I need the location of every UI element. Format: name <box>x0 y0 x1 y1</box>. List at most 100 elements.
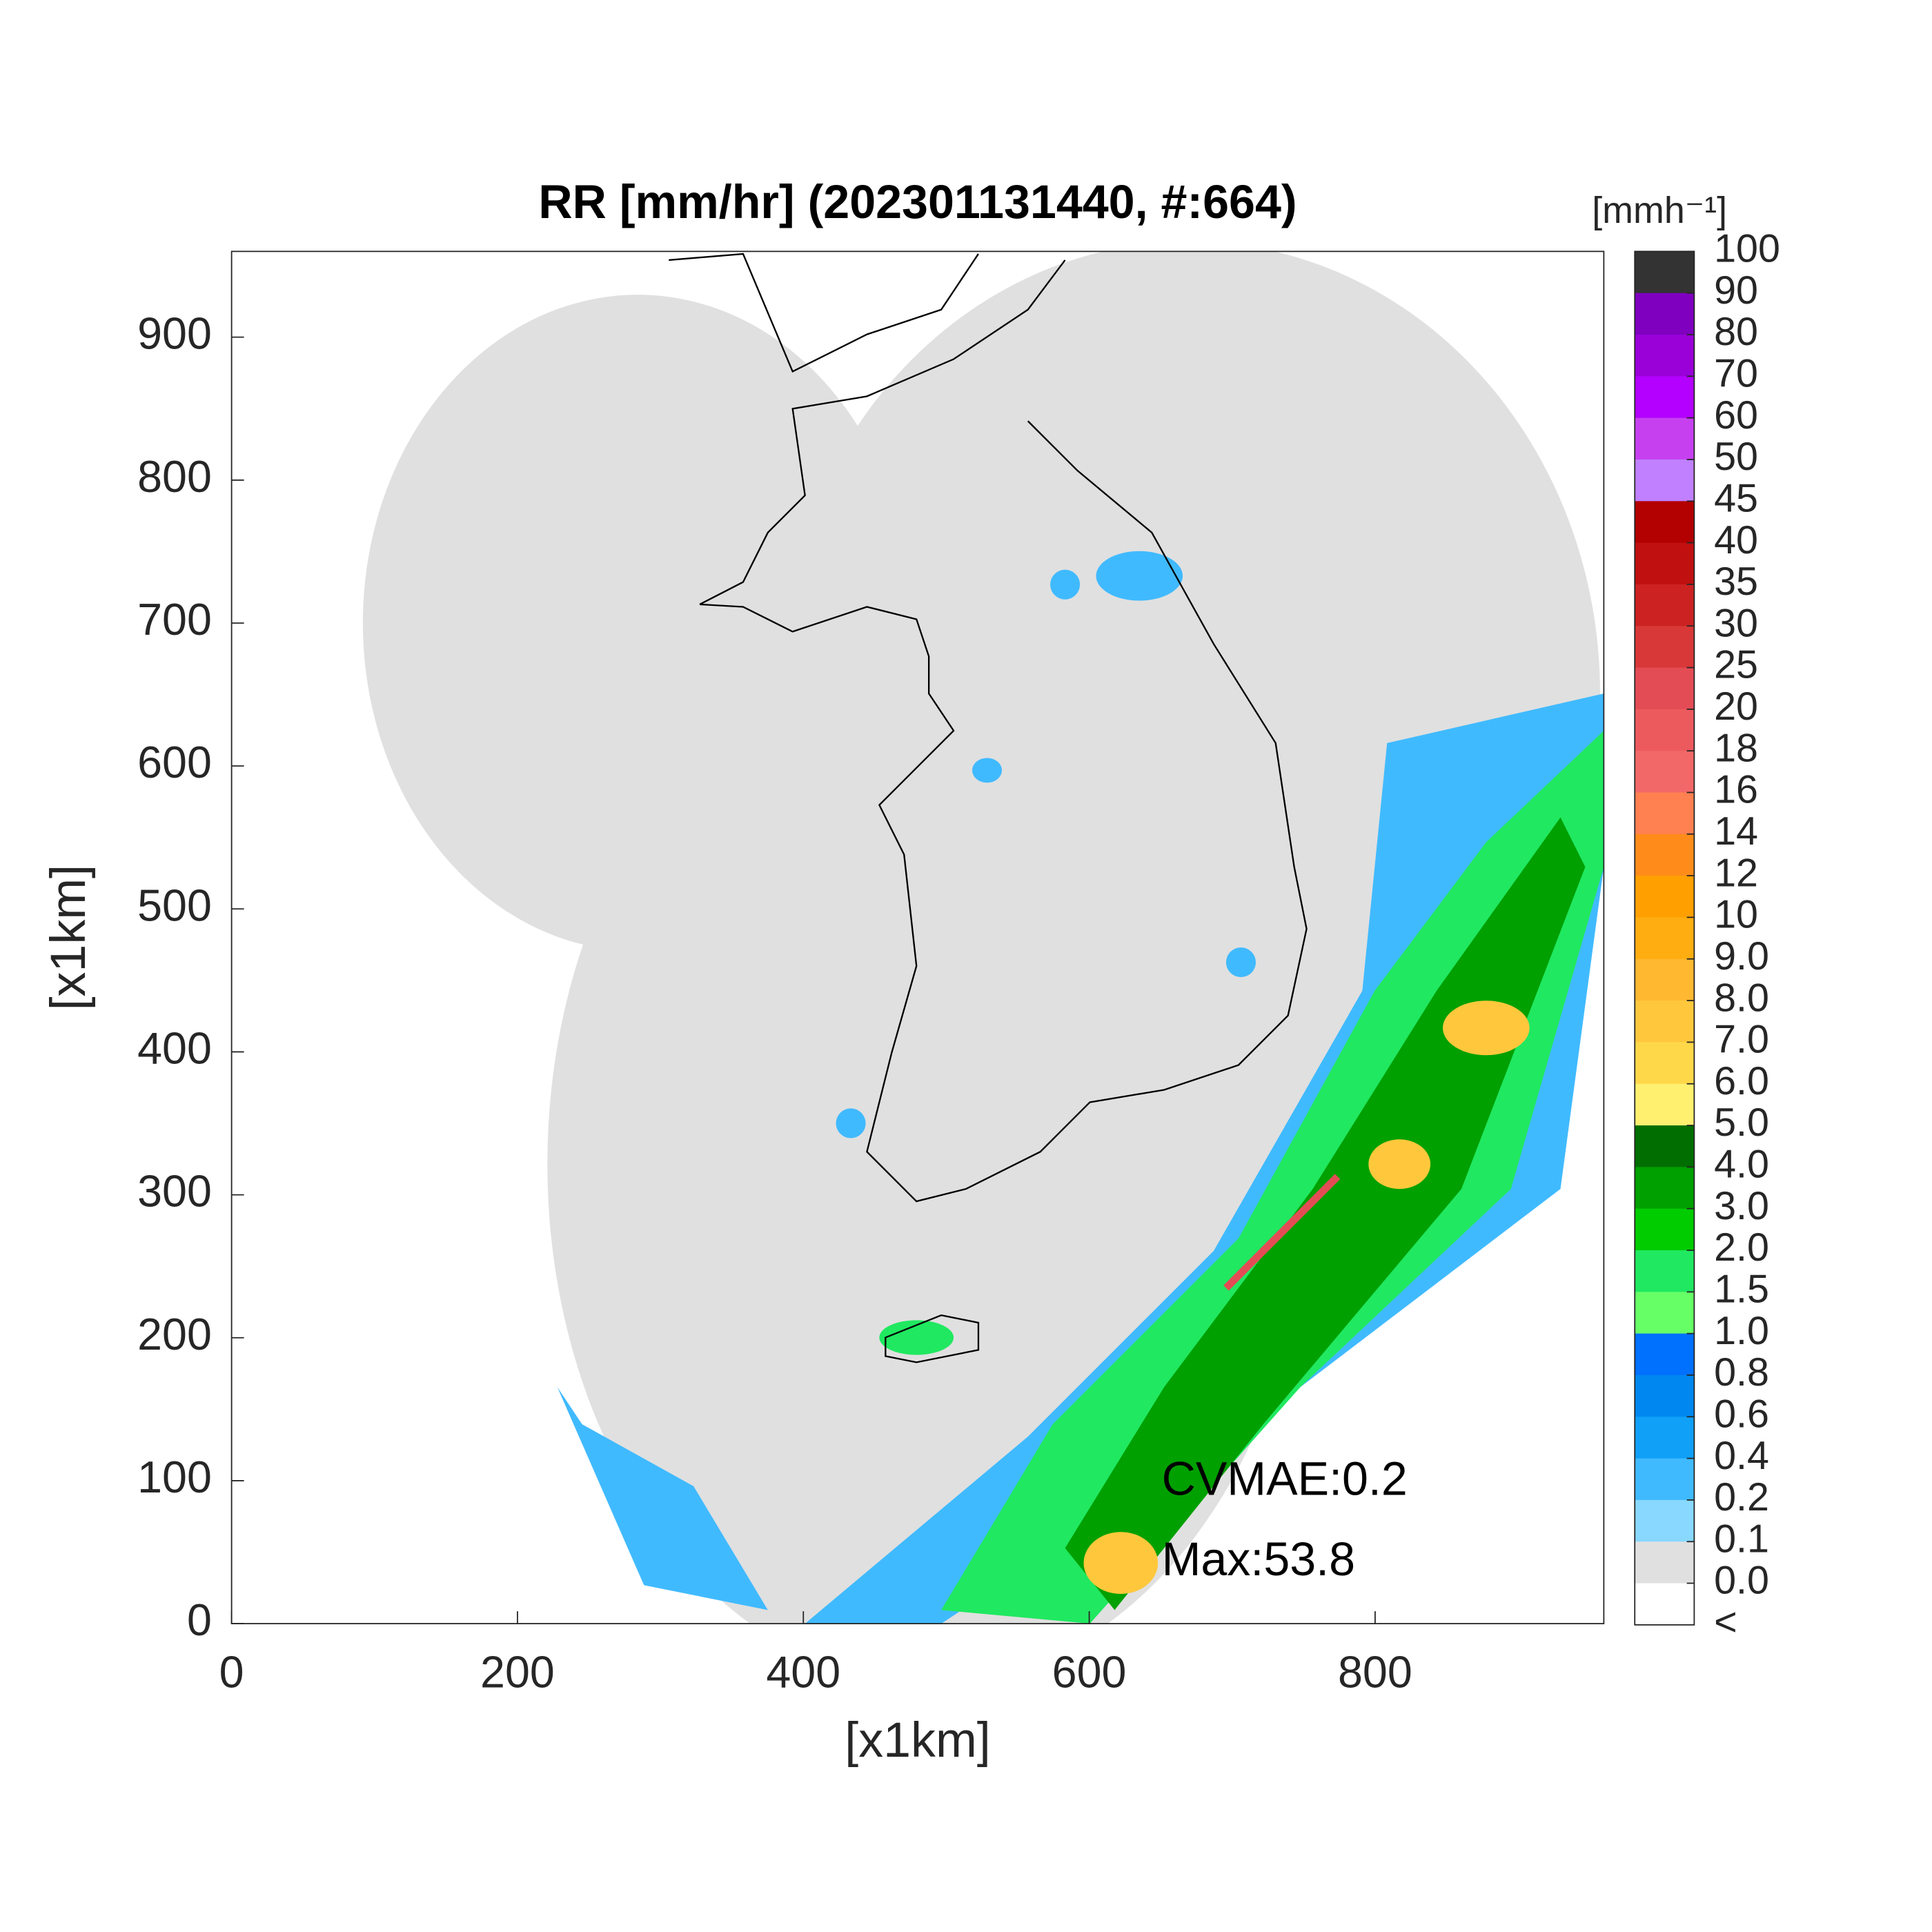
colorbar-tick-label: 0.6 <box>1714 1392 1769 1436</box>
colorbar-segment <box>1635 1417 1695 1459</box>
colorbar-segment <box>1635 1374 1695 1418</box>
y-tick-label: 100 <box>137 1452 212 1502</box>
colorbar-tick-label: 70 <box>1714 351 1758 395</box>
y-tick-label: 300 <box>137 1167 212 1216</box>
colorbar-segment <box>1635 1541 1695 1584</box>
colorbar-segment <box>1635 1083 1695 1126</box>
rain-cell <box>1050 569 1081 600</box>
colorbar-tick-label: 7.0 <box>1714 1018 1769 1062</box>
colorbar-tick-label: 80 <box>1714 310 1758 354</box>
colorbar-tick-label: 0.0 <box>1714 1559 1769 1603</box>
chart-title: RR [mm/hr] (202301131440, #:664) <box>538 176 1297 228</box>
rain-cell <box>1225 947 1256 978</box>
colorbar-tick-label: 3.0 <box>1714 1184 1769 1228</box>
radar-field <box>362 251 1604 1624</box>
colorbar-tick-label: 10 <box>1714 893 1758 937</box>
colorbar-segment <box>1635 459 1695 502</box>
x-tick-label: 400 <box>766 1648 840 1697</box>
colorbar-segment <box>1635 834 1695 877</box>
y-axis-label: [x1km] <box>41 865 96 1010</box>
y-tick-label: 400 <box>137 1024 212 1074</box>
rain-cell <box>836 1108 866 1138</box>
colorbar-tick-label: 60 <box>1714 393 1758 437</box>
colorbar-segment <box>1635 417 1695 460</box>
rain-cell <box>1368 1139 1431 1190</box>
colorbar-tick-label: 4.0 <box>1714 1143 1769 1187</box>
rain-cell <box>1443 1000 1530 1056</box>
colorbar-tick-label: 5.0 <box>1714 1101 1769 1145</box>
x-tick-label: 200 <box>480 1648 555 1697</box>
rain-area <box>941 730 1604 1624</box>
colorbar-tick-label: 50 <box>1714 435 1758 479</box>
colorbar-segment <box>1635 1125 1695 1168</box>
rain-cell <box>1083 1532 1159 1594</box>
x-axis-label: [x1km] <box>845 1713 990 1768</box>
colorbar-segment <box>1635 1000 1695 1043</box>
rain-cell <box>1096 551 1183 601</box>
colorbar-segment <box>1635 1250 1695 1293</box>
colorbar-tick-label: 40 <box>1714 518 1758 562</box>
colorbar-segment <box>1635 1167 1695 1210</box>
colorbar-tick-label: < <box>1714 1600 1737 1644</box>
y-tick-label: 600 <box>137 738 212 787</box>
rain-band <box>1223 1174 1341 1291</box>
coastline <box>885 1314 980 1363</box>
colorbar-segment <box>1635 709 1695 752</box>
colorbar-tick-label: 35 <box>1714 560 1758 604</box>
colorbar-segment <box>1635 542 1695 585</box>
colorbar-tick-label: 0.2 <box>1714 1475 1769 1519</box>
colorbar-tick-label: 30 <box>1714 601 1758 645</box>
colorbar-tick-label: 9.0 <box>1714 934 1769 978</box>
y-tick-label: 0 <box>187 1595 212 1645</box>
colorbar-segment <box>1635 751 1695 793</box>
colorbar-segment <box>1635 584 1695 627</box>
colorbar-tick-label: 25 <box>1714 643 1758 687</box>
colorbar-frame <box>1634 250 1695 1626</box>
colorbar-segment <box>1635 501 1695 544</box>
colorbar-segment <box>1635 1208 1695 1251</box>
colorbar-segment <box>1635 1458 1695 1501</box>
colorbar-segment <box>1635 1499 1695 1543</box>
colorbar-tick-label: 1.5 <box>1714 1267 1769 1311</box>
colorbar-segment <box>1635 1292 1695 1334</box>
rain-cell <box>879 1320 954 1355</box>
colorbar-segment <box>1635 667 1695 710</box>
colorbar-segment <box>1635 1583 1695 1626</box>
y-tick-label: 700 <box>137 595 212 644</box>
colorbar-segment <box>1635 376 1695 419</box>
colorbar-tick-label: 14 <box>1714 809 1758 854</box>
colorbar-segment <box>1635 917 1695 960</box>
colorbar-segment <box>1635 876 1695 918</box>
colorbar-segment <box>1635 251 1695 294</box>
colorbar-tick-label: 1.0 <box>1714 1309 1769 1353</box>
colorbar-tick-label: 6.0 <box>1714 1059 1769 1103</box>
colorbar-tick-label: 0.4 <box>1714 1434 1769 1478</box>
y-tick-label: 200 <box>137 1310 212 1359</box>
colorbar-tick-label: 90 <box>1714 268 1758 313</box>
annotation: CVMAE:0.2 <box>1162 1452 1408 1505</box>
colorbar-tick-label: 8.0 <box>1714 976 1769 1020</box>
rain-area <box>805 693 1604 1624</box>
colorbar-segment <box>1635 293 1695 335</box>
colorbar-tick-label: 12 <box>1714 851 1758 895</box>
colorbar-tick-label: 2.0 <box>1714 1225 1769 1270</box>
annotation: Max:53.8 <box>1162 1533 1355 1586</box>
coastline <box>669 253 1308 1203</box>
colorbar-tick-label: 18 <box>1714 726 1758 770</box>
plot-frame <box>230 250 1605 1624</box>
colorbar-tick-label: 0.1 <box>1714 1517 1769 1561</box>
colorbar-tick-label: 20 <box>1714 684 1758 729</box>
colorbar-tick-label: 45 <box>1714 476 1758 520</box>
colorbar-tick-label: 16 <box>1714 768 1758 812</box>
x-tick-label: 800 <box>1338 1648 1412 1697</box>
x-tick-label: 600 <box>1052 1648 1127 1697</box>
colorbar-tick-label: 100 <box>1714 227 1780 271</box>
colorbar-label: [mmh⁻¹] <box>1592 190 1727 231</box>
colorbar-segment <box>1635 626 1695 669</box>
colorbar-segment <box>1635 1042 1695 1085</box>
rain-area <box>557 1387 768 1610</box>
rain-cell <box>972 758 1003 783</box>
y-tick-label: 800 <box>137 452 212 502</box>
